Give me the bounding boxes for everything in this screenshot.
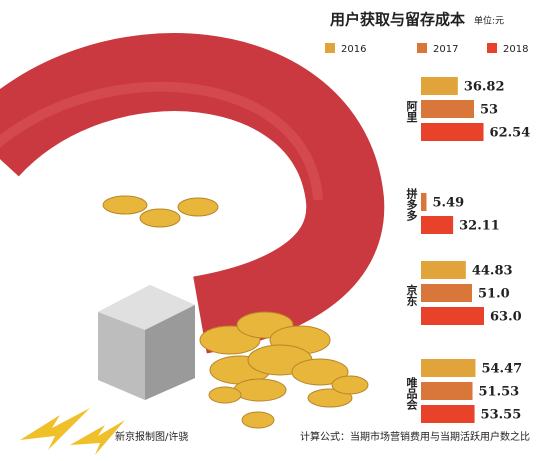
magnet-block-top (98, 285, 195, 330)
magnet (0, 33, 385, 354)
bar (421, 307, 484, 325)
category-label: 唯品会 (405, 376, 418, 411)
legend-swatch (487, 43, 497, 53)
category-label: 阿里 (405, 99, 418, 123)
value-label: 51.0 (478, 287, 510, 302)
value-label: 63.0 (490, 310, 522, 325)
chart-title: 用户获取与留存成本 (330, 11, 465, 29)
value-label: 62.54 (490, 126, 531, 141)
note: 计算公式：当期市场营销费用与当期活跃用户数之比 (300, 430, 530, 443)
legend-label: 2016 (341, 44, 366, 55)
coins (102, 195, 369, 429)
legend-swatch (417, 43, 427, 53)
legend-label: 2017 (433, 44, 458, 55)
bar (421, 261, 466, 279)
source: 新京报制图/许骁 (115, 430, 188, 443)
value-label: 5.49 (432, 196, 464, 211)
bar (421, 77, 458, 95)
magnet-highlight (0, 81, 323, 201)
bar (421, 216, 454, 234)
bar (421, 123, 484, 141)
magnet-block-side (145, 305, 195, 400)
bar (421, 405, 475, 423)
unit-label: 单位:元 (474, 15, 504, 27)
category-label: 拼多多 (405, 187, 418, 222)
legend-swatch (325, 43, 335, 53)
value-label: 32.11 (459, 219, 500, 234)
illustration (0, 33, 385, 455)
value-label: 44.83 (472, 264, 513, 279)
value-label: 54.47 (481, 362, 522, 377)
value-label: 36.82 (464, 80, 505, 95)
lightning (20, 408, 125, 455)
value-label: 53 (480, 103, 498, 118)
bar (421, 100, 474, 118)
value-label: 53.55 (481, 408, 522, 423)
bar (421, 382, 473, 400)
category-label: 京东 (405, 283, 418, 307)
bar (421, 193, 427, 211)
value-label: 51.53 (479, 385, 520, 400)
bar (421, 284, 472, 302)
bar (421, 359, 476, 377)
legend-label: 2018 (503, 44, 528, 55)
